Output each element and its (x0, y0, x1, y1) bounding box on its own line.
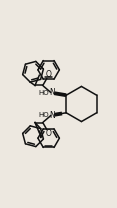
Text: N: N (50, 111, 55, 120)
Text: O: O (46, 129, 52, 138)
Text: HO: HO (38, 112, 49, 118)
Text: HO: HO (38, 90, 49, 96)
Text: O: O (46, 70, 52, 79)
Text: N: N (50, 88, 55, 97)
